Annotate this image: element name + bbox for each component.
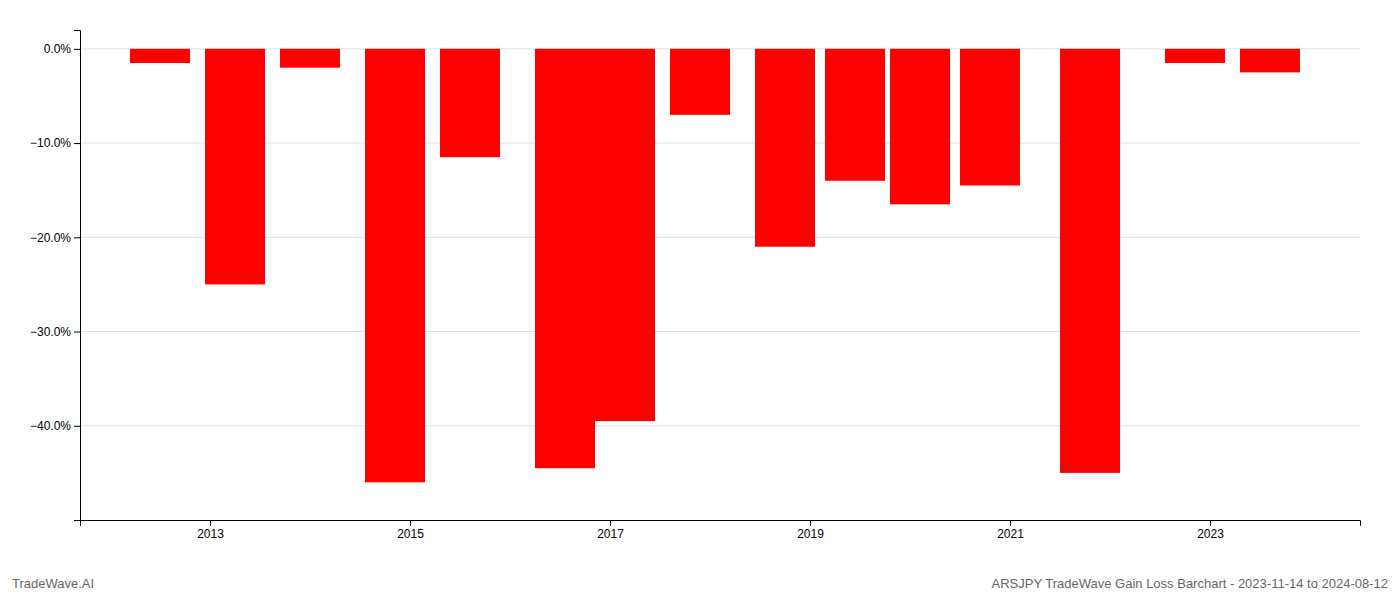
grid-line [80, 237, 1360, 238]
bar [535, 49, 595, 468]
x-tick-label: 2013 [197, 527, 224, 541]
x-tick-label: 2015 [397, 527, 424, 541]
x-tick: 2019 [797, 520, 824, 541]
bar [280, 49, 340, 68]
y-tick: −30.0% [30, 325, 80, 339]
y-tick: −40.0% [30, 419, 80, 433]
x-tick-label: 2021 [997, 527, 1024, 541]
x-tick: 2021 [997, 520, 1024, 541]
x-tick-label: 2019 [797, 527, 824, 541]
bar [205, 49, 265, 285]
y-tick-mark [74, 237, 80, 238]
y-tick-mark [74, 143, 80, 144]
bar [755, 49, 815, 247]
footer-left: TradeWave.AI [12, 576, 94, 591]
x-tick-mark [1010, 520, 1011, 526]
x-tick-mark [810, 520, 811, 526]
x-axis-line [81, 521, 1361, 527]
x-tick-mark [410, 520, 411, 526]
grid [80, 49, 1360, 426]
x-tick-mark [210, 520, 211, 526]
grid-line [80, 331, 1360, 332]
bar [1240, 49, 1300, 73]
grid-line [80, 143, 1360, 144]
y-tick-label: 0.0% [44, 42, 72, 56]
grid-line [80, 425, 1360, 426]
x-tick-mark [1210, 520, 1211, 526]
bar [365, 49, 425, 482]
y-tick-mark [74, 49, 80, 50]
y-tick-label: −40.0% [30, 419, 71, 433]
y-axis: 0.0% −10.0% −20.0% −30.0% −40.0% [30, 31, 81, 521]
bar [440, 49, 500, 157]
bar [890, 49, 950, 204]
x-tick: 2017 [597, 520, 624, 541]
x-tick-label: 2017 [597, 527, 624, 541]
y-tick: −10.0% [30, 136, 80, 150]
x-tick: 2023 [1197, 520, 1224, 541]
chart: 2013 2015 2017 2019 2021 2023 0.0% −10.0% −20.0%… [0, 0, 1400, 600]
y-tick-label: −10.0% [30, 136, 71, 150]
y-tick-mark [74, 426, 80, 427]
x-tick: 2013 [197, 520, 224, 541]
x-tick: 2015 [397, 520, 424, 541]
bar [1060, 49, 1120, 473]
x-tick-mark [610, 520, 611, 526]
y-tick-label: −20.0% [30, 231, 71, 245]
y-tick-mark [74, 332, 80, 333]
plot: 2013 2015 2017 2019 2021 2023 0.0% −10.0% −20.0%… [30, 31, 1361, 541]
bar [825, 49, 885, 181]
y-axis-line [74, 31, 81, 521]
y-tick: −20.0% [30, 231, 80, 245]
x-tick-label: 2023 [1197, 527, 1224, 541]
bar [130, 49, 190, 63]
footer: TradeWave.AI ARSJPY TradeWave Gain Loss B… [12, 576, 1388, 591]
bar [595, 49, 655, 421]
bar [960, 49, 1020, 186]
footer-right: ARSJPY TradeWave Gain Loss Barchart - 20… [992, 576, 1388, 591]
x-axis: 2013 2015 2017 2019 2021 2023 [81, 520, 1361, 541]
bar [1165, 49, 1225, 63]
bar [670, 49, 730, 115]
y-tick: 0.0% [44, 42, 80, 56]
y-tick-label: −30.0% [30, 325, 71, 339]
bars [130, 49, 1300, 482]
